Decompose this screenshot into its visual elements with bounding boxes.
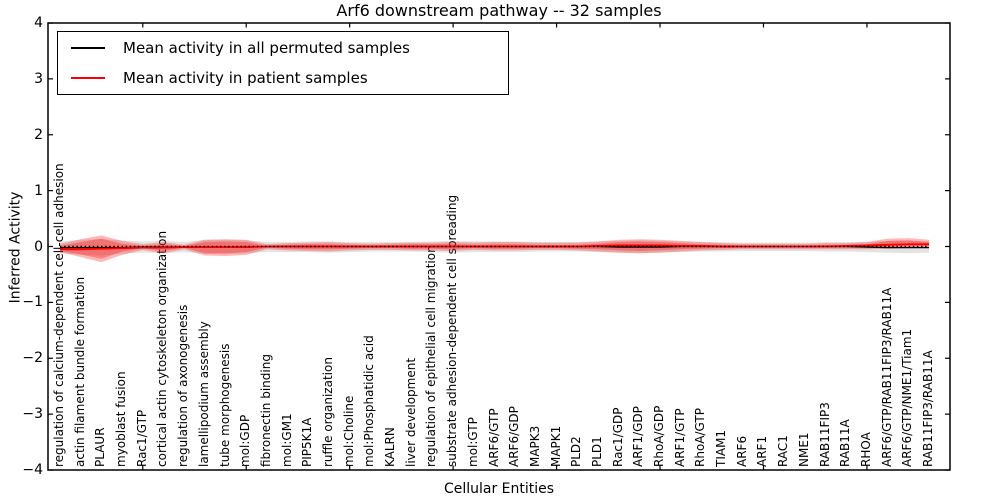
y-tick-label: 0 (34, 238, 43, 255)
y-tick-label: −4 (22, 462, 43, 478)
y-tick-label: −3 (22, 406, 43, 423)
y-tick-label: 1 (34, 182, 43, 199)
legend-label-patient: Mean activity in patient samples (123, 69, 368, 88)
chart-title: Arf6 downstream pathway -- 32 samples (336, 1, 662, 20)
patient-line-swatch-icon (71, 77, 105, 80)
legend-item-patient: Mean activity in patient samples (58, 63, 508, 93)
y-tick-label: −1 (22, 294, 43, 311)
legend: Mean activity in all permuted samples Me… (57, 31, 509, 95)
y-tick-label: 4 (34, 15, 43, 31)
legend-label-permuted: Mean activity in all permuted samples (123, 38, 410, 57)
y-tick-label: 2 (34, 126, 43, 143)
y-tick-label: 3 (34, 70, 43, 87)
x-axis-label: Cellular Entities (443, 481, 555, 497)
y-tick-label: −2 (22, 350, 43, 367)
permuted-line-swatch-icon (71, 46, 105, 49)
patient-samples-outer-band (60, 235, 929, 263)
patient-samples-inner-band (60, 238, 929, 259)
legend-item-permuted: Mean activity in all permuted samples (58, 33, 508, 63)
